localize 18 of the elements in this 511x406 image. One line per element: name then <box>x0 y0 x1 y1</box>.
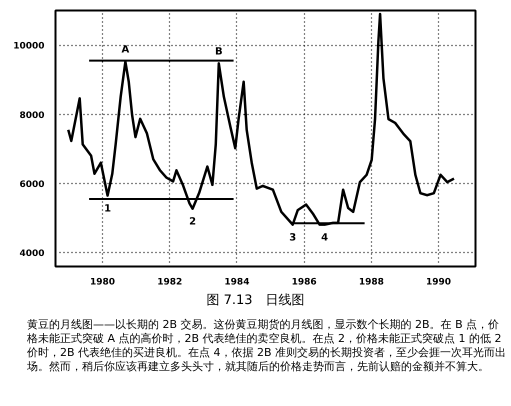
annotation: 4 <box>321 232 328 244</box>
x-tick-label: 1982 <box>157 278 182 288</box>
text: 图 7.13 日线图 <box>206 292 305 310</box>
x-tick-label: 1984 <box>224 278 250 288</box>
text: 黄豆的月线图——以长期的 2B 交易。这份黄豆期货的月线图，显示数个长期的 2B。在 B 点，价格未能正式突破 A 点的高价时，2B 代表绝佳的卖空良机。在点 2，价格未能正式突破点 1 的低 2 价时，2B 代表绝佳的买进良机。在点 4，依据 2B 准则交易的长期投资者，至少会捱一次耳光而出场。然而，稍后你应该再建立多头头寸，就其随后的价格走势而言，先前认赔的金额并不算大。 <box>27 318 507 374</box>
annotation: 2 <box>189 216 196 228</box>
y-tick-label: 4000 <box>19 249 45 260</box>
annotation: 1 <box>104 204 112 215</box>
annotation: A <box>122 44 130 56</box>
annotation: 3 <box>289 232 296 244</box>
y-tick-label: 10000 <box>13 42 44 52</box>
x-tick-label: 1990 <box>426 278 452 288</box>
x-tick-label: 1980 <box>90 278 116 288</box>
y-tick-label: 8000 <box>19 110 45 121</box>
annotation: B <box>214 46 223 58</box>
y-tick-label: 6000 <box>19 180 45 190</box>
x-tick-label: 1986 <box>292 278 317 288</box>
x-tick-label: 1988 <box>358 278 384 288</box>
